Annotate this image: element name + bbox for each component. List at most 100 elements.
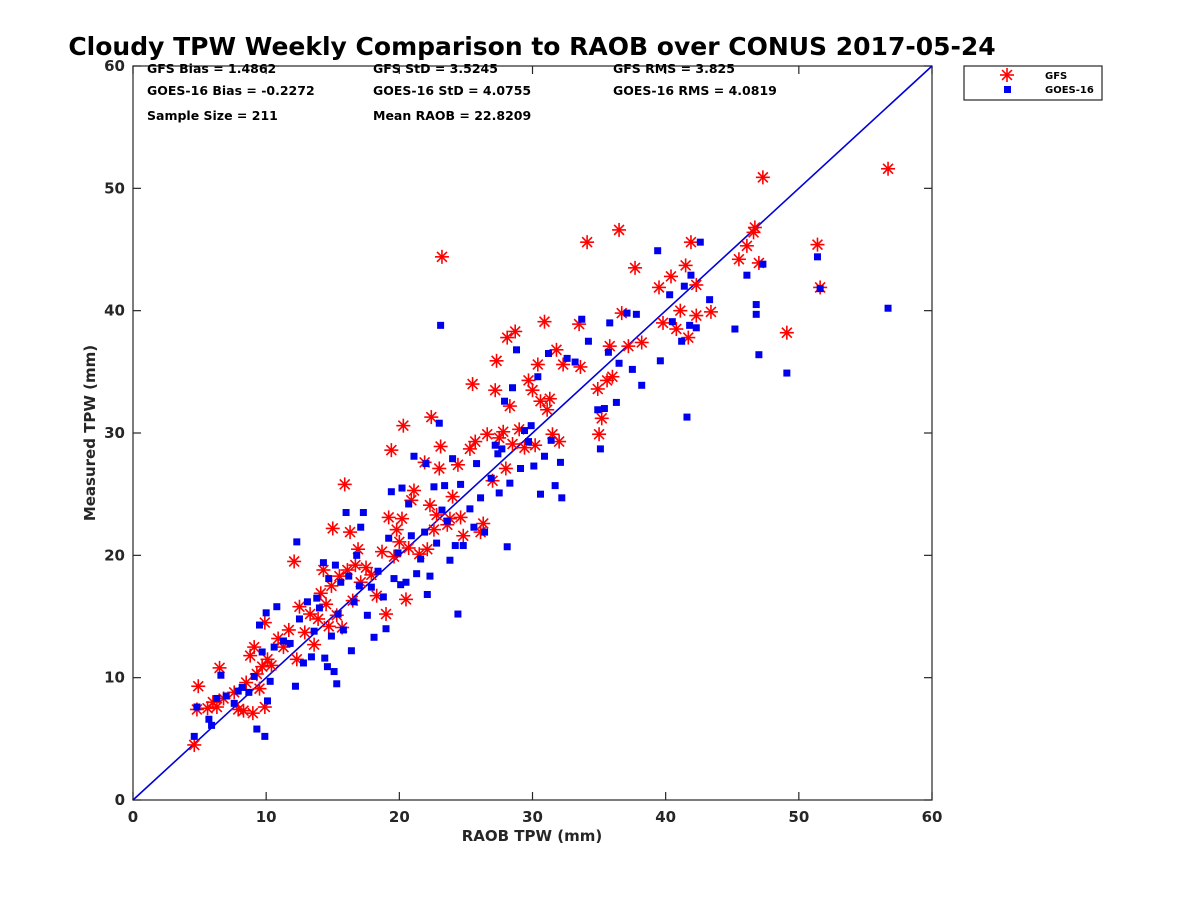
gfs-point [292, 599, 307, 614]
gfs-point [424, 410, 439, 425]
goes-point [321, 654, 329, 662]
stat-gfs-bias: GFS Bias = 1.4862 [147, 61, 276, 76]
gfs-point [580, 235, 595, 250]
legend: GFS GOES-16 [963, 65, 1103, 101]
goes-point [683, 413, 691, 421]
goes-point [347, 647, 355, 655]
y-tick-label: 50 [104, 179, 125, 197]
goes-point [759, 260, 767, 268]
gfs-point [311, 611, 326, 626]
gfs-point [375, 544, 390, 559]
gfs-point [200, 701, 215, 716]
gfs-point [316, 563, 331, 578]
gfs-point [264, 658, 279, 673]
goes-point [459, 542, 467, 550]
gfs-point [739, 238, 754, 253]
stat-goes-std: GOES-16 StD = 4.0755 [373, 83, 531, 98]
legend-gfs-asterisk-icon [1000, 68, 1014, 82]
goes-point [205, 715, 213, 723]
goes-point [446, 556, 454, 564]
gfs-point [468, 434, 483, 449]
goes-point [752, 301, 760, 309]
stat-goes-bias: GOES-16 Bias = -0.2272 [147, 83, 315, 98]
gfs-point [191, 679, 206, 694]
gfs-point [681, 330, 696, 345]
gfs-point [303, 607, 318, 622]
goes-point [813, 253, 821, 261]
goes-point [293, 538, 301, 546]
goes-point [551, 482, 559, 490]
goes-point [357, 523, 365, 531]
goes-point [536, 490, 544, 498]
gfs-point [592, 427, 607, 442]
gfs-point [247, 640, 262, 655]
goes-point [473, 460, 481, 468]
goes-point [313, 594, 321, 602]
goes-point [217, 671, 225, 679]
goes-point [743, 271, 751, 279]
goes-point [430, 483, 438, 491]
goes-point [333, 680, 341, 688]
gfs-point [252, 681, 267, 696]
goes-point [666, 291, 674, 299]
goes-point [441, 482, 449, 490]
goes-point [422, 460, 430, 468]
goes-point [884, 304, 892, 312]
x-tick-label: 20 [389, 808, 410, 826]
gfs-point [465, 377, 480, 392]
goes-point [379, 593, 387, 601]
goes-point [521, 427, 529, 435]
goes-point [816, 285, 824, 293]
goes-point [359, 509, 367, 517]
legend-gfs-label: GFS [1045, 71, 1067, 82]
gfs-point [480, 427, 495, 442]
goes-point [315, 604, 323, 612]
stat-sample-size: Sample Size = 211 [147, 108, 278, 123]
goes-point [374, 567, 382, 575]
gfs-point [634, 335, 649, 350]
gfs-point [462, 441, 477, 456]
gfs-point [540, 402, 555, 417]
goes-point [350, 598, 358, 606]
stat-gfs-std: GFS StD = 3.5245 [373, 61, 498, 76]
goes-point [437, 321, 445, 329]
goes-point [319, 559, 327, 567]
goes-point [706, 296, 714, 304]
goes-point [606, 319, 614, 327]
goes-point [530, 462, 538, 470]
gfs-point [392, 534, 407, 549]
gfs-point [747, 220, 762, 235]
goes-point [382, 625, 390, 633]
one-to-one-line [132, 65, 933, 801]
stat-goes-rms: GOES-16 RMS = 4.0819 [613, 83, 777, 98]
goes-point [433, 539, 441, 547]
gfs-point [476, 516, 491, 531]
goes-point [563, 354, 571, 362]
goes-point [273, 603, 281, 611]
gfs-point [530, 357, 545, 372]
gfs-point [488, 383, 503, 398]
goes-point [451, 542, 459, 550]
goes-point [668, 318, 676, 326]
legend-goes-label: GOES-16 [1045, 85, 1094, 96]
goes-point [470, 523, 478, 531]
gfs-point [628, 260, 643, 275]
y-axis-label: Measured TPW (mm) [81, 345, 99, 521]
legend-box [963, 65, 1103, 101]
y-tick-label: 30 [104, 424, 125, 442]
goes-point [270, 643, 278, 651]
stat-mean-raob: Mean RAOB = 22.8209 [373, 108, 531, 123]
gfs-point [453, 510, 468, 525]
goes-point [438, 506, 446, 514]
gfs-point [542, 391, 557, 406]
goes-point [245, 688, 253, 696]
gfs-point [489, 353, 504, 368]
goes-point [407, 532, 415, 540]
x-tick-label: 0 [128, 808, 138, 826]
goes-point [454, 610, 462, 618]
gfs-point [433, 439, 448, 454]
goes-point [426, 572, 434, 580]
goes-point [540, 452, 548, 460]
goes-point [421, 528, 429, 536]
goes-point [353, 551, 361, 559]
